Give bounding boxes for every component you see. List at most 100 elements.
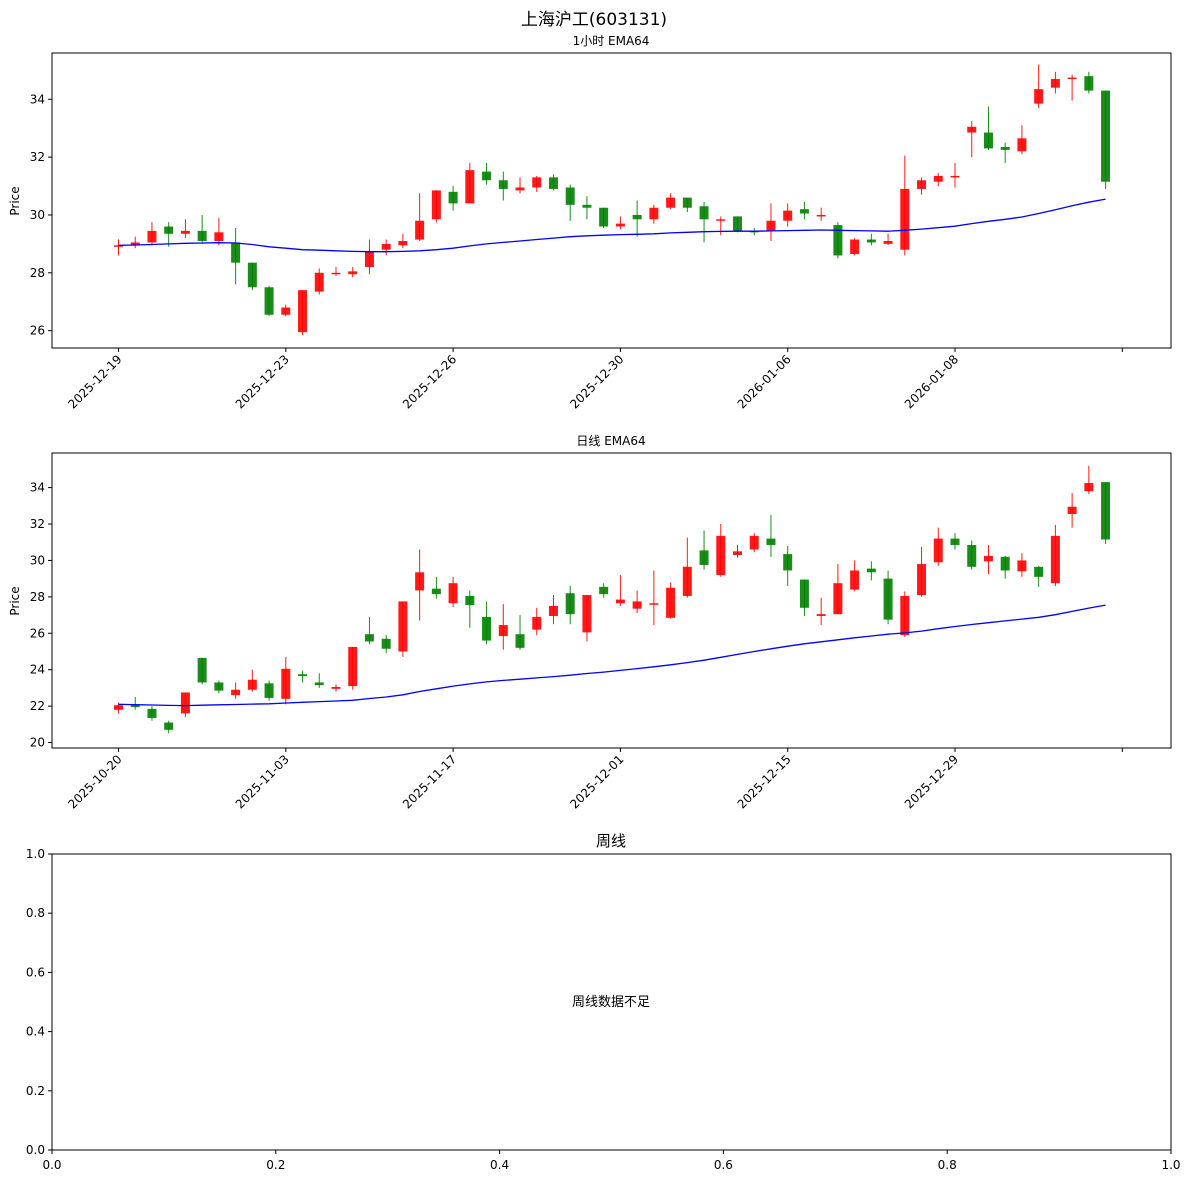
candle-body [498, 625, 508, 637]
candle-body [682, 197, 692, 208]
candle-body [415, 572, 425, 591]
candle-body [1017, 560, 1027, 572]
candle [666, 193, 676, 210]
candle [833, 222, 843, 259]
candle-body [1067, 77, 1077, 80]
candle [264, 680, 274, 701]
candle-body [615, 599, 625, 604]
candle [1017, 553, 1027, 577]
candle-body [783, 554, 793, 571]
candle [331, 267, 341, 276]
candle [900, 155, 910, 256]
candle [749, 533, 759, 553]
candle [967, 540, 977, 570]
candle [833, 564, 843, 615]
candle [247, 262, 257, 291]
candle [716, 216, 726, 236]
candle-body [247, 262, 257, 288]
candle-body [147, 230, 157, 243]
candle-body [448, 583, 458, 604]
candle-body [431, 190, 441, 220]
candle [231, 227, 241, 285]
candle-body [615, 223, 625, 227]
candle [281, 304, 291, 317]
candle [1034, 64, 1044, 108]
candle-body [482, 171, 492, 181]
candle-body [983, 555, 993, 562]
y-tick-label: 28 [30, 266, 45, 280]
candle [298, 290, 308, 335]
y-tick-label: 26 [30, 324, 45, 338]
candle-body [1034, 89, 1044, 104]
candle [816, 597, 826, 626]
candle [933, 173, 943, 187]
candle-body [1034, 566, 1044, 577]
y-tick-label: 34 [30, 92, 45, 106]
candle [615, 575, 625, 606]
candle [599, 583, 609, 598]
candle [783, 203, 793, 227]
candle-body [298, 674, 308, 677]
hourly-chart-panel: 1小时 EMA64 Price 26 28 30 32 34 2025-12-19 2025… [8, 34, 1172, 411]
candle-body [733, 551, 743, 555]
x-tick-label: 2025-12-01 [567, 752, 626, 811]
candle [348, 267, 358, 278]
candle-body [264, 287, 274, 315]
candle-body [682, 566, 692, 596]
x-tick-label: 2025-11-17 [400, 752, 459, 811]
candle-body [1084, 483, 1094, 492]
x-tick-label: 0.6 [714, 1158, 733, 1172]
candle [164, 222, 174, 247]
candle-body [766, 220, 776, 231]
candle-body [816, 614, 826, 616]
candle-body [649, 207, 659, 220]
candle-body [197, 230, 207, 241]
candle-body [649, 603, 659, 605]
candle [983, 106, 993, 150]
candle [850, 238, 860, 256]
candle [298, 670, 308, 683]
candle [632, 200, 642, 237]
x-tick-label: 2026-01-08 [902, 352, 961, 411]
candle [314, 268, 324, 295]
candle [766, 514, 776, 557]
candle [883, 233, 893, 246]
candle-body [766, 538, 776, 545]
candle [314, 673, 324, 688]
candle [114, 239, 123, 256]
candle-body [448, 191, 458, 204]
candle-body [281, 307, 291, 315]
candle-body [114, 245, 123, 247]
candle-body [716, 219, 726, 221]
candle [666, 582, 676, 619]
x-tick-label: 2026-01-06 [735, 352, 794, 411]
candle-body [582, 204, 592, 208]
x-tick-label: 2025-11-03 [233, 752, 292, 811]
candle [933, 527, 943, 566]
y-tick-label: 32 [30, 517, 45, 531]
hourly-y-axis-label: Price [8, 186, 22, 215]
candle-body [1067, 506, 1077, 515]
candle-body [364, 634, 374, 642]
candle-body [716, 535, 726, 576]
candle-body [197, 657, 207, 683]
candle [1101, 90, 1111, 189]
y-tick-label: 20 [30, 736, 45, 750]
candle [114, 702, 123, 714]
candle [515, 177, 525, 194]
candle-body [599, 586, 609, 595]
candle-body [850, 239, 860, 255]
candle [164, 720, 174, 734]
candle [632, 590, 642, 614]
candle-body [900, 188, 910, 250]
daily-chart-title: 日线 EMA64 [576, 434, 645, 448]
candle-body [917, 180, 927, 189]
candle-body [298, 290, 308, 333]
hourly-ema64-line [118, 198, 1106, 253]
candle [415, 549, 425, 621]
candle-body [666, 587, 676, 618]
candle-body [799, 579, 809, 608]
candle [565, 585, 575, 625]
candle [565, 184, 575, 221]
figure-suptitle: 上海沪工(603131) [521, 10, 667, 30]
